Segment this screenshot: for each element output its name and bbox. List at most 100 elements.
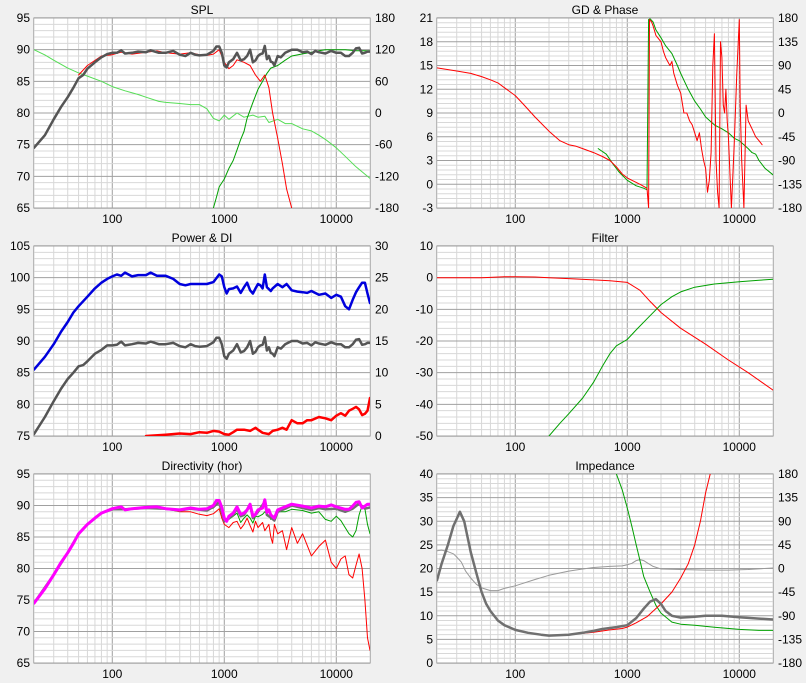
y-tick-label: 85 (17, 366, 31, 380)
y-tick-label: 0 (426, 177, 433, 191)
y-tick-label: 6 (426, 130, 433, 144)
x-tick-label: 100 (102, 667, 122, 681)
y2-tick-label: 5 (375, 397, 382, 411)
y-tick-label: 95 (17, 302, 31, 316)
y-tick-label: 80 (17, 397, 31, 411)
x-tick-label: 100 (102, 212, 122, 226)
y2-tick-label: -180 (778, 656, 802, 670)
y2-tick-label: 180 (778, 11, 798, 25)
y2-tick-label: 20 (375, 302, 389, 316)
y-tick-label: 80 (17, 562, 31, 576)
impedance-series-gray-line (437, 510, 773, 637)
impedance-title: Impedance (575, 459, 635, 473)
y2-tick-label: -135 (778, 632, 802, 646)
power_di-series-blue-line (34, 271, 370, 371)
y2-tick-label: 0 (375, 429, 382, 443)
y-tick-label: 25 (420, 538, 434, 552)
y-tick-label: 95 (17, 11, 31, 25)
x-tick-label: 1000 (211, 667, 238, 681)
y2-tick-label: -120 (375, 169, 399, 183)
y-tick-label: 75 (17, 593, 31, 607)
x-tick-label: 10000 (723, 440, 757, 454)
y2-tick-label: 0 (778, 106, 785, 120)
y2-tick-label: -45 (778, 130, 796, 144)
directivity-chart: Directivity (hor) 100 1000 10000 65 70 75 80 85 9… (17, 459, 371, 681)
y-tick-label: 80 (17, 106, 31, 120)
filter-series-green-line (548, 278, 773, 436)
y-tick-label: 10 (420, 609, 434, 623)
y-tick-label: 70 (17, 625, 31, 639)
spl-grid (34, 18, 370, 208)
y-tick-label: -40 (416, 397, 434, 411)
y2-tick-label: -60 (375, 138, 393, 152)
y2-tick-label: 90 (778, 514, 792, 528)
y-tick-label: 75 (17, 138, 31, 152)
x-tick-label: 100 (505, 212, 525, 226)
y-tick-label: 30 (420, 514, 434, 528)
impedance-series-green-line (615, 474, 773, 631)
y2-tick-label: 60 (375, 74, 389, 88)
x-tick-label: 1000 (614, 212, 641, 226)
filter-title: Filter (592, 231, 619, 245)
y2-tick-label: 0 (375, 106, 382, 120)
y-tick-label: 0 (426, 656, 433, 670)
y-tick-label: 9 (426, 106, 433, 120)
y2-tick-label: 180 (778, 467, 798, 481)
spl-series-dark_gray-line (34, 44, 370, 150)
y-tick-label: 90 (17, 499, 31, 513)
filter-series-red-line (437, 276, 773, 391)
y-tick-label: 100 (10, 271, 30, 285)
y-tick-label: 3 (426, 154, 433, 168)
y-tick-label: 90 (17, 334, 31, 348)
y2-tick-label: -135 (778, 177, 802, 191)
y-tick-label: 85 (17, 74, 31, 88)
directivity-title: Directivity (hor) (162, 459, 243, 473)
y-tick-label: -10 (416, 302, 434, 316)
x-tick-label: 10000 (723, 212, 757, 226)
power_di-series-red-line (144, 396, 370, 436)
y2-tick-label: 135 (778, 35, 798, 49)
x-tick-label: 100 (102, 440, 122, 454)
y-tick-label: 15 (420, 585, 434, 599)
impedance-chart: Impedance 100 1000 10000 0 5 10 15 20 25 30 35 40 -18… (420, 459, 803, 681)
spl-series-green-line (212, 49, 370, 208)
directivity-grid (34, 474, 370, 663)
x-tick-label: 1000 (211, 440, 238, 454)
y-tick-label: -3 (422, 201, 433, 215)
y-tick-label: -20 (416, 334, 434, 348)
y-tick-label: 35 (420, 491, 434, 505)
y-tick-label: -30 (416, 366, 434, 380)
y-tick-label: 40 (420, 467, 434, 481)
x-tick-label: 10000 (723, 667, 757, 681)
y2-tick-label: -180 (375, 201, 399, 215)
y-tick-label: 85 (17, 530, 31, 544)
y2-tick-label: 10 (375, 366, 389, 380)
y2-tick-label: 180 (375, 11, 395, 25)
y-tick-label: 18 (420, 35, 434, 49)
spl-title: SPL (191, 3, 214, 17)
y-tick-label: 5 (426, 632, 433, 646)
power_di-grid (34, 246, 370, 436)
y2-tick-label: 120 (375, 43, 395, 57)
y-tick-label: 12 (420, 82, 434, 96)
y-tick-label: 105 (10, 239, 30, 253)
y2-tick-label: 15 (375, 334, 389, 348)
y2-tick-label: 135 (778, 491, 798, 505)
directivity-series-magenta-line (34, 498, 370, 605)
y2-tick-label: -180 (778, 201, 802, 215)
y-tick-label: 15 (420, 59, 434, 73)
gd_phase-chart: GD & Phase 100 1000 10000 -3 0 3 6 9 12 15 18 21 -180… (420, 3, 803, 226)
y-tick-label: 70 (17, 169, 31, 183)
y2-tick-label: 30 (375, 239, 389, 253)
y-tick-label: 65 (17, 656, 31, 670)
power_di-chart: Power & DI 100 1000 10000 75 80 85 90 95 100 105 0 5… (10, 231, 389, 454)
gd_phase-series-green-line (597, 18, 773, 191)
y2-tick-label: -45 (778, 585, 796, 599)
x-tick-label: 10000 (320, 212, 354, 226)
y-tick-label: 90 (17, 43, 31, 57)
y2-tick-label: 45 (778, 538, 792, 552)
x-tick-label: 100 (505, 667, 525, 681)
y-tick-label: 10 (420, 239, 434, 253)
gd_phase-series-red-line (437, 19, 763, 208)
